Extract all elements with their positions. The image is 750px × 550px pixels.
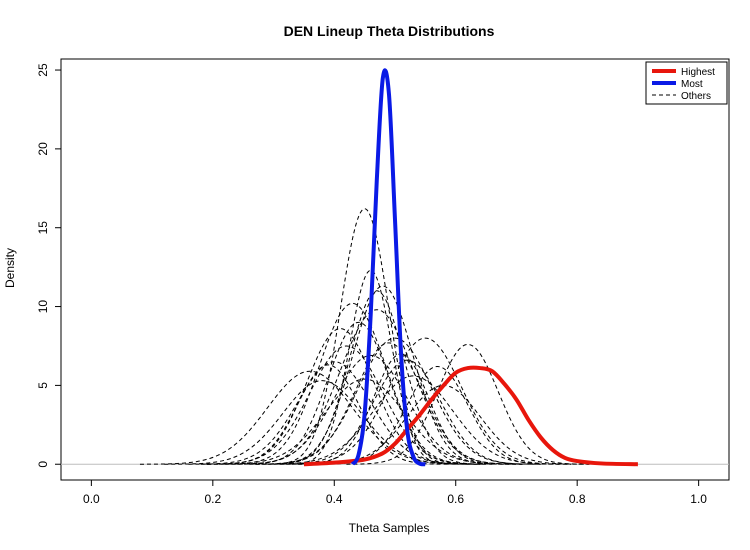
x-axis-label: Theta Samples xyxy=(349,521,430,535)
others-series xyxy=(139,208,590,465)
others-density-line xyxy=(206,364,450,465)
others-density-line xyxy=(279,337,572,465)
x-tick-label: 1.0 xyxy=(690,492,707,506)
others-density-line xyxy=(218,302,487,465)
others-density-line xyxy=(237,321,481,465)
others-density-line xyxy=(231,309,523,465)
others-density-line xyxy=(285,269,456,465)
others-density-line xyxy=(139,370,481,465)
legend-most-label: Most xyxy=(681,79,703,90)
y-axis-label: Density xyxy=(3,248,17,288)
y-tick-label: 20 xyxy=(36,142,50,156)
plot-frame xyxy=(60,58,730,481)
x-tick-label: 0.8 xyxy=(569,492,586,506)
others-density-line xyxy=(200,345,493,465)
others-density-line xyxy=(224,354,517,465)
x-tick-label: 0.0 xyxy=(83,492,100,506)
x-tick-label: 0.4 xyxy=(326,492,343,506)
others-density-line xyxy=(267,208,462,465)
others-density-line xyxy=(255,375,572,465)
x-tick-label: 0.2 xyxy=(204,492,221,506)
others-density-line xyxy=(297,384,590,465)
y-axis: 0 5 10 15 20 25 xyxy=(36,63,62,468)
legend: Highest Most Others xyxy=(645,61,728,105)
x-tick-label: 0.6 xyxy=(447,492,464,506)
others-density-line xyxy=(164,380,481,465)
y-tick-label: 5 xyxy=(36,382,50,389)
legend-highest-label: Highest xyxy=(681,67,715,78)
y-tick-label: 15 xyxy=(36,221,50,235)
others-density-line xyxy=(249,337,541,465)
chart-title: DEN Lineup Theta Distributions xyxy=(284,23,495,39)
most-series-line xyxy=(350,68,426,467)
others-density-line xyxy=(316,365,559,465)
highest-series-line xyxy=(303,365,638,467)
others-density-line xyxy=(206,378,523,465)
y-tick-label: 10 xyxy=(36,300,50,314)
y-tick-label: 0 xyxy=(36,461,50,468)
legend-others-label: Others xyxy=(681,91,711,102)
y-tick-label: 25 xyxy=(36,63,50,77)
x-axis: 0.0 0.2 0.4 0.6 0.8 1.0 xyxy=(83,479,707,506)
